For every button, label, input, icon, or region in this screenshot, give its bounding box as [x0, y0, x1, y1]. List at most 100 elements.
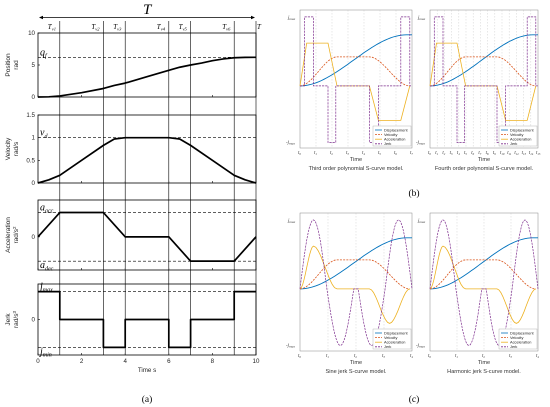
- x-tick-label: 8: [211, 358, 215, 365]
- x-tick-label: t12: [514, 151, 519, 156]
- y-axis-label: Acceleration: [5, 217, 12, 253]
- displacement-curve: [299, 34, 412, 87]
- x-tick-label: 6: [167, 358, 171, 365]
- x-tick-label: 0: [36, 358, 40, 365]
- velocity-curve: [299, 56, 410, 87]
- legend-entry: Displacement: [510, 127, 534, 132]
- subchart-xlabel: Time: [350, 157, 362, 163]
- y-tick-label-top: jmax: [287, 16, 296, 21]
- segment-marker-label: T: [257, 23, 262, 31]
- y-axis-label: Jerk: [5, 313, 12, 326]
- x-tick-label: t2: [482, 354, 485, 359]
- x-tick-label: 2: [80, 358, 84, 365]
- subchart-frame: [429, 9, 539, 149]
- acceleration-curve: [429, 42, 537, 121]
- x-tick-label: t0: [298, 354, 301, 359]
- x-tick-label: t2: [330, 151, 333, 156]
- legend-box: [372, 328, 412, 350]
- subchart-xlabel: Time: [478, 157, 490, 163]
- x-tick-label: t3: [509, 354, 512, 359]
- reference-line-label: qf: [40, 47, 48, 59]
- subplot-velocity: 0 0.5 1 1.5 vd Velocity rad/s: [5, 112, 257, 187]
- segment-marker-label: Tv1: [48, 23, 56, 32]
- legend-entry: Acceleration: [510, 137, 531, 142]
- x-tick-label: t5: [464, 151, 467, 156]
- y-tick-label-bottom: -jmax: [286, 343, 295, 348]
- x-tick-label: 4: [123, 358, 127, 365]
- x-tick-label: t4: [362, 151, 365, 156]
- x-tick-label: t3: [346, 151, 349, 156]
- subplot-position: 0 5 10 qf Position rad: [5, 30, 257, 101]
- subchart-xlabel: Time: [478, 360, 490, 366]
- subplot-jerk: 0 0 2 4 6 8 10 Time s jmax jmin Jerk rad/s3: [5, 282, 260, 374]
- x-tick-label: t4: [457, 151, 460, 156]
- legend-entry: Acceleration: [384, 340, 405, 345]
- displacement-curve: [429, 34, 538, 87]
- y-tick-label: 0: [32, 94, 36, 101]
- x-tick-label: t9: [493, 151, 496, 156]
- x-tick-label: t1: [455, 354, 458, 359]
- legend-entry: Jerk: [510, 344, 517, 349]
- subchart-b1: jmax -jmax t0 t1 t2 t3 t4 t5 t6 t7 Time Displacemen…: [286, 9, 413, 172]
- y-tick-label-bottom: -jmax: [416, 343, 425, 348]
- x-tick-label: t4: [410, 354, 413, 359]
- velocity-series-line: [37, 136, 257, 184]
- x-tick-label: t2: [354, 354, 357, 359]
- y-tick-label: 1: [32, 135, 36, 142]
- velocity-curve: [429, 56, 536, 87]
- acceleration-curve: [299, 245, 410, 324]
- y-tick-label: 0: [32, 180, 36, 187]
- x-tick-label: t4: [536, 354, 539, 359]
- legend-entry: Velocity: [510, 335, 523, 340]
- y-tick-label: 10: [28, 30, 35, 37]
- segment-marker-label: Tv5: [179, 23, 188, 32]
- y-axis-unit: rad: [13, 60, 20, 70]
- segment-marker-label: Tv6: [222, 23, 231, 32]
- reference-line-label: adec: [40, 260, 54, 272]
- x-tick-label: t5: [378, 151, 381, 156]
- legend-entry: Jerk: [384, 344, 391, 349]
- y-axis-label: Position: [5, 53, 12, 77]
- caption-b: (b): [408, 188, 419, 199]
- reference-line-label: jmin: [38, 346, 52, 358]
- y-axis-label: Velocity: [5, 137, 12, 160]
- subchart-title: Third order polynomial S-curve model.: [309, 166, 404, 172]
- x-tick-label: t3: [382, 354, 385, 359]
- y-axis-unit: rad/s: [13, 141, 20, 156]
- displacement-curve: [299, 237, 412, 290]
- legend-box: [372, 125, 412, 147]
- subchart-title: Harmonic jerk S-curve model.: [447, 369, 521, 375]
- legend-entry: Jerk: [384, 141, 391, 146]
- x-tick-label: t7: [410, 151, 413, 156]
- y-tick-label-top: jmax: [417, 16, 426, 21]
- legend-entry: Velocity: [510, 132, 523, 137]
- y-tick-label: 1.5: [26, 112, 35, 119]
- panel-c: jmax -jmax t0 t1 t2 t3 t4 Time DisplacementVeloc…: [286, 212, 539, 405]
- caption-c: (c): [409, 394, 420, 405]
- velocity-curve: [299, 259, 410, 290]
- y-tick-label: 0.5: [26, 157, 35, 164]
- x-tick-label: t0: [298, 151, 301, 156]
- legend-entry: Acceleration: [510, 340, 531, 345]
- y-tick-label-top: jmax: [287, 219, 296, 224]
- y-axis-unit: rad/s3: [12, 311, 20, 328]
- legend-box: [498, 125, 538, 147]
- jerk-curve: [430, 16, 538, 143]
- x-tick-label: t1: [314, 151, 317, 156]
- y-tick-label-bottom: -jmax: [416, 140, 425, 145]
- subplot-frame: [37, 114, 257, 184]
- y-tick-label: 5: [32, 62, 36, 69]
- legend-box: [498, 328, 538, 350]
- duration-arrow-right: [251, 15, 255, 20]
- x-tick-label: t10: [500, 151, 505, 156]
- x-tick-label: t2: [442, 151, 445, 156]
- y-axis-unit: rad/s2: [12, 226, 20, 243]
- x-tick-label: t3: [450, 151, 453, 156]
